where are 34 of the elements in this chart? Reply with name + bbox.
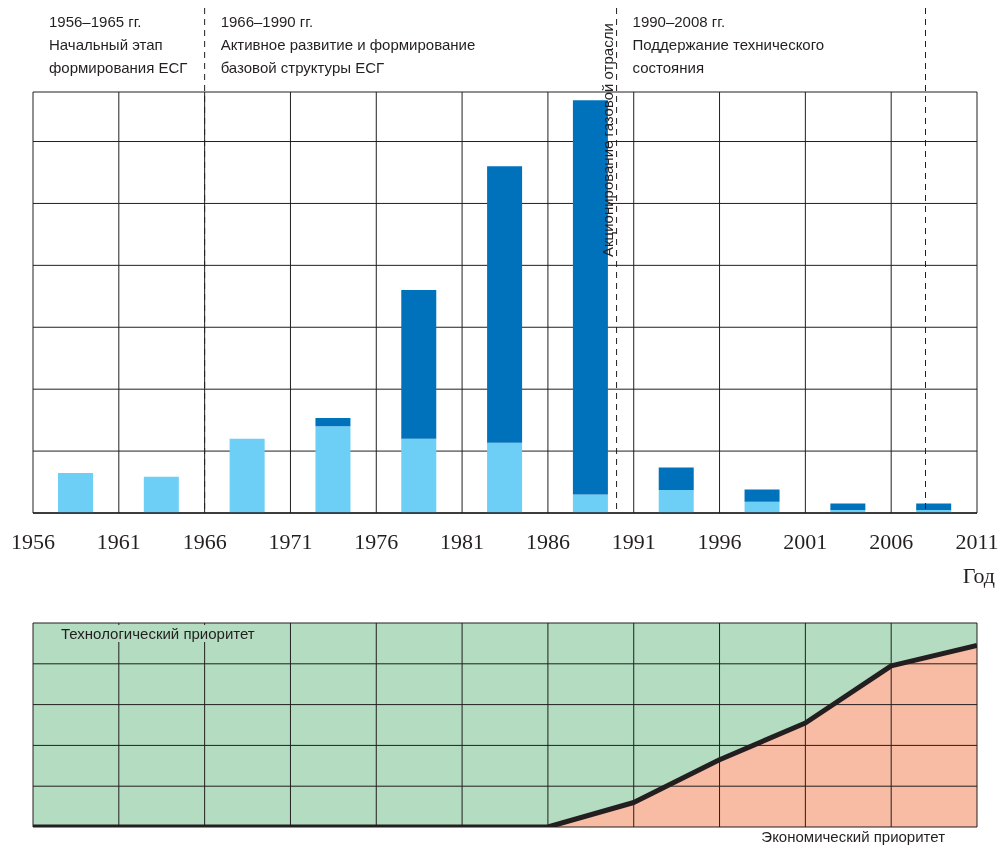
ref-line-label: Акционирование газовой отрасли (598, 23, 616, 257)
series-label: Технологический приоритет (59, 625, 257, 642)
bar (229, 438, 265, 513)
text: 1990–2008 гг. Поддержание технического состояния (632, 12, 825, 78)
x-tick-label: 2011 (955, 528, 999, 554)
bar (572, 494, 608, 513)
x-tick-label: 1956 (11, 528, 55, 554)
bar (487, 442, 523, 513)
x-tick-label: 1981 (440, 528, 485, 554)
bar (744, 489, 780, 502)
bar (143, 476, 179, 513)
x-tick-label: 1986 (525, 528, 570, 554)
bar (658, 489, 694, 513)
x-tick-label: 1961 (96, 528, 141, 554)
bar (401, 438, 437, 513)
x-tick-label: 2006 (869, 528, 914, 554)
bar (658, 467, 694, 490)
x-tick-label: 1991 (611, 528, 656, 554)
bar (744, 501, 780, 513)
bar (58, 472, 93, 513)
x-tick-label: 2001 (783, 528, 828, 554)
text: 1966–1990 гг. Активное развитие и формирование базовой структуры ЕСГ (220, 12, 476, 78)
text: 1956–1965 гг. Начальный этап формирования ЕСГ (49, 12, 188, 78)
x-tick-label: 1976 (354, 528, 399, 554)
bar (315, 418, 351, 427)
x-tick-label: 1996 (697, 528, 742, 554)
series-label: Экономический приоритет (760, 828, 946, 845)
x-axis-title: Год (962, 563, 995, 588)
x-tick-label: 1971 (268, 528, 313, 554)
x-tick-label: 1966 (182, 528, 227, 554)
bar (315, 426, 351, 513)
bar (487, 166, 523, 443)
bar (401, 290, 437, 439)
bar (830, 503, 866, 511)
